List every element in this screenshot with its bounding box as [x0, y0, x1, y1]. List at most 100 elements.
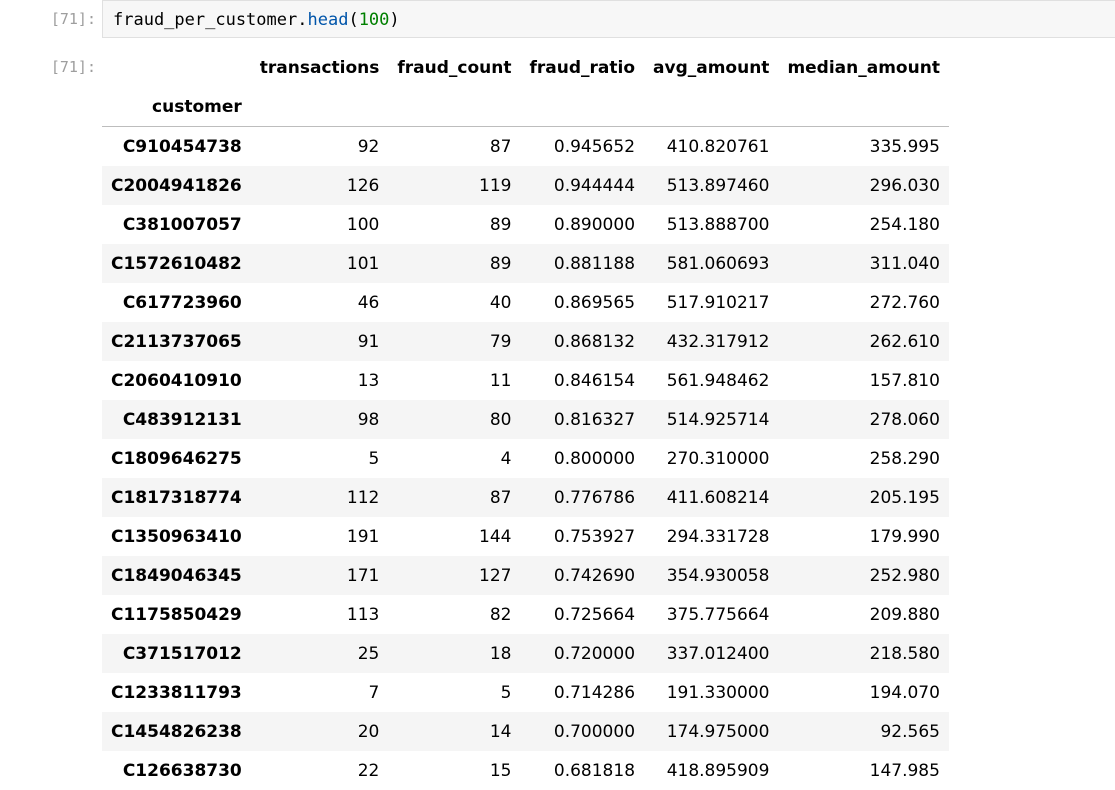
cell-fraud-ratio: 0.944444: [520, 166, 645, 205]
row-index-customer: C1817318774: [102, 478, 251, 517]
cell-avg-amount: 513.897460: [644, 166, 779, 205]
cell-fraud-ratio: 0.869565: [553, 292, 636, 313]
row-index-customer: C381007057: [122, 214, 242, 235]
input-prompt: [71]:: [50, 10, 96, 28]
cell-fraud-ratio: 0.816327: [520, 400, 645, 439]
cell-avg-amount: 432.317912: [644, 322, 779, 361]
row-index-customer: C1350963410: [111, 526, 242, 547]
cell-transactions: 46: [357, 292, 380, 313]
dataframe-table: transactions fraud_count fraud_ratio avg…: [102, 48, 949, 790]
cell-transactions: 13: [357, 370, 380, 391]
cell-transactions: 25: [250, 634, 389, 673]
cell-fraud-count: 127: [388, 556, 521, 595]
cell-transactions: 91: [250, 322, 389, 361]
cell-fraud-count: 89: [388, 244, 521, 283]
table-row: C1809646275 5 4 0.800000 270.310000 258.290: [102, 439, 949, 478]
cell-fraud-count: 82: [489, 604, 512, 625]
cell-fraud-count: 14: [388, 712, 521, 751]
cell-fraud-ratio: 0.881188: [520, 244, 645, 283]
cell-transactions: 101: [250, 244, 389, 283]
table-row: C381007057 100 89 0.890000 513.888700 254.180: [102, 205, 949, 244]
cell-median-amount: 296.030: [778, 166, 949, 205]
index-name-row: customer: [102, 87, 949, 127]
cell-fraud-count: 4: [500, 448, 512, 469]
column-header-transactions: transactions: [259, 57, 380, 78]
table-row: C910454738 92 87 0.945652 410.820761 335.995: [102, 127, 949, 167]
cell-fraud-ratio: 0.681818: [553, 760, 636, 781]
cell-fraud-count: 119: [388, 166, 521, 205]
header-blank: [102, 48, 251, 87]
cell-fraud-count: 40: [489, 292, 512, 313]
cell-fraud-count: 11: [489, 370, 512, 391]
cell-median-amount: 179.990: [869, 526, 940, 547]
cell-avg-amount: 375.775664: [666, 604, 770, 625]
cell-median-amount: 335.995: [869, 136, 940, 157]
cell-fraud-ratio: 0.742690: [520, 556, 645, 595]
column-header-fraud-ratio: fraud_ratio: [529, 57, 636, 78]
cell-fraud-ratio: 0.945652: [553, 136, 636, 157]
cell-avg-amount: 294.331728: [666, 526, 770, 547]
row-index-customer: C2004941826: [102, 166, 251, 205]
code-open-paren: (: [348, 10, 359, 30]
table-row: C1454826238 20 14 0.700000 174.975000 92.565: [102, 712, 949, 751]
cell-median-amount: 252.980: [778, 556, 949, 595]
cell-avg-amount: 354.930058: [644, 556, 779, 595]
output-prompt: [71]:: [50, 58, 96, 76]
cell-fraud-count: 18: [388, 634, 521, 673]
cell-median-amount: 272.760: [869, 292, 940, 313]
cell-fraud-count: 87: [489, 136, 512, 157]
table-row: C126638730 22 15 0.681818 418.895909 147.985: [102, 751, 949, 790]
cell-fraud-ratio: 0.700000: [520, 712, 645, 751]
cell-median-amount: 147.985: [869, 760, 940, 781]
cell-transactions: 98: [250, 400, 389, 439]
cell-fraud-ratio: 0.846154: [553, 370, 636, 391]
code-method: head: [307, 10, 349, 30]
cell-avg-amount: 418.895909: [666, 760, 770, 781]
cell-transactions: 171: [250, 556, 389, 595]
table-row: C371517012 25 18 0.720000 337.012400 218.580: [102, 634, 949, 673]
cell-transactions: 113: [346, 604, 380, 625]
row-index-customer: C371517012: [102, 634, 251, 673]
cell-transactions: 7: [368, 682, 380, 703]
cell-transactions: 112: [250, 478, 389, 517]
cell-avg-amount: 270.310000: [666, 448, 770, 469]
cell-fraud-count: 80: [388, 400, 521, 439]
cell-median-amount: 209.880: [869, 604, 940, 625]
code-dot: .: [297, 10, 308, 30]
table-row: C1350963410 191 144 0.753927 294.331728 179.9…: [102, 517, 949, 556]
cell-fraud-count: 5: [500, 682, 512, 703]
row-index-customer: C1454826238: [102, 712, 251, 751]
cell-median-amount: 157.810: [869, 370, 940, 391]
row-index-customer: C910454738: [122, 136, 242, 157]
cell-transactions: 100: [346, 214, 380, 235]
cell-transactions: 20: [250, 712, 389, 751]
cell-avg-amount: 517.910217: [666, 292, 770, 313]
row-index-customer: C2113737065: [102, 322, 251, 361]
cell-avg-amount: 581.060693: [644, 244, 779, 283]
cell-avg-amount: 337.012400: [644, 634, 779, 673]
cell-fraud-count: 15: [489, 760, 512, 781]
cell-median-amount: 278.060: [778, 400, 949, 439]
cell-fraud-ratio: 0.720000: [520, 634, 645, 673]
row-index-customer: C1233811793: [111, 682, 242, 703]
index-name-customer: customer: [102, 87, 251, 127]
cell-avg-amount: 410.820761: [666, 136, 770, 157]
table-row: C2113737065 91 79 0.868132 432.317912 262.610: [102, 322, 949, 361]
cell-transactions: 126: [250, 166, 389, 205]
cell-transactions: 22: [357, 760, 380, 781]
cell-median-amount: 311.040: [778, 244, 949, 283]
column-header-fraud-count: fraud_count: [397, 57, 512, 78]
cell-median-amount: 258.290: [869, 448, 940, 469]
cell-avg-amount: 411.608214: [644, 478, 779, 517]
row-index-customer: C126638730: [122, 760, 242, 781]
cell-fraud-ratio: 0.714286: [553, 682, 636, 703]
column-header-row: transactions fraud_count fraud_ratio avg…: [102, 48, 949, 87]
table-row: C483912131 98 80 0.816327 514.925714 278.060: [102, 400, 949, 439]
code-cell-editor[interactable]: fraud_per_customer.head(100): [102, 0, 1115, 38]
cell-avg-amount: 561.948462: [666, 370, 770, 391]
cell-transactions: 92: [357, 136, 380, 157]
table-row: C1849046345 171 127 0.742690 354.930058 252.9…: [102, 556, 949, 595]
table-row: C1233811793 7 5 0.714286 191.330000 194.070: [102, 673, 949, 712]
cell-avg-amount: 174.975000: [644, 712, 779, 751]
row-index-customer: C1849046345: [102, 556, 251, 595]
